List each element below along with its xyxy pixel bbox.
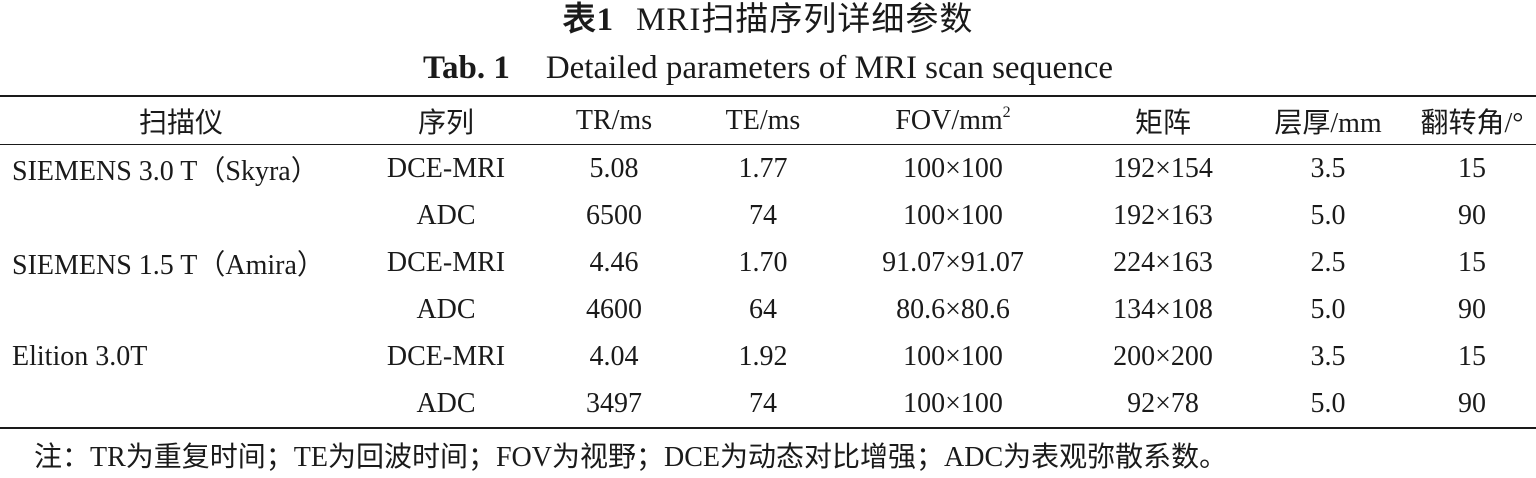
cell-sequence: DCE-MRI bbox=[386, 340, 506, 372]
cell-flip-angle: 15 bbox=[1458, 152, 1486, 184]
table-row: SIEMENS 1.5 T（Amira） DCE-MRI 4.46 1.70 9… bbox=[0, 239, 1536, 286]
cell-flip-angle: 90 bbox=[1458, 199, 1486, 231]
cell-sequence: DCE-MRI bbox=[386, 152, 506, 184]
table-caption-english: Tab. 1 Detailed parameters of MRI scan se… bbox=[0, 48, 1536, 88]
header-thickness: 层厚/mm bbox=[1274, 107, 1382, 139]
cell-fov: 80.6×80.6 bbox=[896, 293, 1010, 325]
cell-te: 1.77 bbox=[738, 152, 788, 184]
cell-sequence: ADC bbox=[416, 293, 476, 325]
cell-sequence: ADC bbox=[416, 199, 476, 231]
cell-flip-angle: 15 bbox=[1458, 246, 1486, 278]
cell-thickness: 5.0 bbox=[1310, 387, 1346, 419]
cell-scanner bbox=[0, 380, 362, 428]
header-matrix: 矩阵 bbox=[1134, 107, 1191, 139]
cell-matrix: 192×154 bbox=[1113, 152, 1213, 184]
cell-sequence: ADC bbox=[416, 387, 476, 419]
table-row: ADC 3497 74 100×100 92×78 5.0 90 bbox=[0, 380, 1536, 428]
header-fov: FOV/mm2 bbox=[828, 96, 1078, 145]
cell-te: 1.70 bbox=[738, 246, 788, 278]
cell-tr: 5.08 bbox=[589, 152, 639, 184]
cell-sequence: DCE-MRI bbox=[386, 246, 506, 278]
cell-scanner bbox=[0, 192, 362, 239]
cell-matrix: 224×163 bbox=[1113, 246, 1213, 278]
cell-fov: 100×100 bbox=[903, 152, 1003, 184]
cell-matrix: 192×163 bbox=[1113, 199, 1213, 231]
cell-te: 64 bbox=[749, 293, 777, 325]
table-header: 扫描仪 序列 TR/ms TE/ms FOV/mm2 矩阵 层厚/mm 翻转角/… bbox=[0, 96, 1536, 145]
mri-parameters-table: 扫描仪 序列 TR/ms TE/ms FOV/mm2 矩阵 层厚/mm 翻转角/… bbox=[0, 95, 1536, 429]
table-body: SIEMENS 3.0 T（Skyra） DCE-MRI 5.08 1.77 1… bbox=[0, 145, 1536, 428]
table-row: ADC 6500 74 100×100 192×163 5.0 90 bbox=[0, 192, 1536, 239]
table-caption-chinese: 表1 MRI扫描序列详细参数 bbox=[0, 0, 1536, 40]
cell-fov: 91.07×91.07 bbox=[882, 246, 1024, 278]
cell-scanner bbox=[0, 286, 362, 333]
cell-te: 74 bbox=[749, 387, 777, 419]
header-flip-angle: 翻转角/° bbox=[1420, 107, 1524, 139]
cell-fov: 100×100 bbox=[903, 387, 1003, 419]
table-row: Elition 3.0T DCE-MRI 4.04 1.92 100×100 2… bbox=[0, 333, 1536, 380]
cell-thickness: 5.0 bbox=[1310, 199, 1346, 231]
cell-te: 1.92 bbox=[738, 340, 788, 372]
cell-scanner: Elition 3.0T bbox=[12, 340, 148, 372]
cell-scanner: SIEMENS 3.0 T（Skyra） bbox=[12, 155, 319, 187]
cell-tr: 6500 bbox=[586, 199, 642, 231]
table-footnote: 注：TR为重复时间；TE为回波时间；FOV为视野；DCE为动态对比增强；ADC为… bbox=[34, 442, 1228, 473]
table-title-english: Detailed parameters of MRI scan sequence bbox=[545, 50, 1113, 86]
cell-thickness: 3.5 bbox=[1310, 340, 1346, 372]
cell-tr: 4.04 bbox=[589, 340, 639, 372]
header-scanner: 扫描仪 bbox=[138, 107, 223, 139]
table-row: SIEMENS 3.0 T（Skyra） DCE-MRI 5.08 1.77 1… bbox=[0, 145, 1536, 193]
header-fov-superscript: 2 bbox=[1002, 103, 1011, 121]
cell-tr: 3497 bbox=[586, 387, 642, 419]
cell-fov: 100×100 bbox=[903, 340, 1003, 372]
cell-scanner: SIEMENS 1.5 T（Amira） bbox=[12, 249, 325, 281]
cell-flip-angle: 90 bbox=[1458, 387, 1486, 419]
cell-thickness: 2.5 bbox=[1310, 246, 1346, 278]
cell-tr: 4600 bbox=[586, 293, 642, 325]
cell-matrix: 134×108 bbox=[1113, 293, 1213, 325]
cell-matrix: 92×78 bbox=[1127, 387, 1199, 419]
header-sequence: 序列 bbox=[417, 107, 474, 139]
cell-matrix: 200×200 bbox=[1113, 340, 1213, 372]
cell-thickness: 3.5 bbox=[1310, 152, 1346, 184]
table-title-chinese: MRI扫描序列详细参数 bbox=[636, 2, 974, 38]
cell-thickness: 5.0 bbox=[1310, 293, 1346, 325]
table-label-english: Tab. 1 bbox=[422, 50, 510, 86]
cell-flip-angle: 15 bbox=[1458, 340, 1486, 372]
cell-flip-angle: 90 bbox=[1458, 293, 1486, 325]
cell-tr: 4.46 bbox=[589, 246, 639, 278]
header-fov-text: FOV/mm bbox=[895, 104, 1003, 136]
cell-te: 74 bbox=[749, 199, 777, 231]
header-te: TE/ms bbox=[725, 104, 801, 136]
table-row: ADC 4600 64 80.6×80.6 134×108 5.0 90 bbox=[0, 286, 1536, 333]
cell-fov: 100×100 bbox=[903, 199, 1003, 231]
table-label-chinese: 表1 bbox=[562, 2, 615, 38]
header-tr: TR/ms bbox=[575, 104, 653, 136]
header-row: 扫描仪 序列 TR/ms TE/ms FOV/mm2 矩阵 层厚/mm 翻转角/… bbox=[0, 96, 1536, 145]
